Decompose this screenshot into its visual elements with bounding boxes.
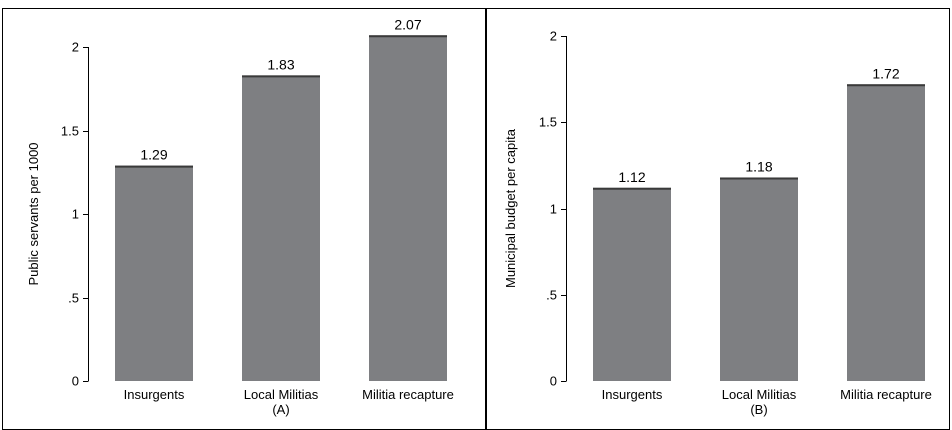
panel-label: (A) [272, 402, 289, 417]
x-category-label: Militia recapture [362, 387, 454, 402]
bar-value-label: 2.07 [394, 16, 421, 32]
x-category-label: Insurgents [602, 387, 663, 402]
panel-label: (B) [750, 402, 767, 417]
panel-b: 0 .5 1 1.5 2 Municipal budget per capita 1.12 I… [486, 8, 950, 430]
bar [369, 35, 447, 382]
bar-value-label: 1.12 [618, 169, 645, 185]
y-tick-label: 1 [550, 202, 557, 217]
bar-value-label: 1.72 [872, 65, 899, 81]
y-tick-label: 0 [72, 374, 79, 389]
x-category-label: Local Militias [244, 387, 319, 402]
y-tick-label: 1 [72, 207, 79, 222]
bar-value-label: 1.29 [140, 147, 167, 163]
y-tick-label: .5 [546, 288, 557, 303]
y-tick-label: .5 [68, 291, 79, 306]
y-tick-label: 0 [550, 374, 557, 389]
y-axis-label: Public servants per 1000 [26, 142, 41, 285]
bar [115, 165, 193, 381]
bar [242, 75, 320, 381]
bar-value-label: 1.83 [267, 56, 294, 72]
bar [847, 84, 925, 382]
x-category-label: Insurgents [124, 387, 185, 402]
y-tick-label: 1.5 [61, 124, 79, 139]
bar [720, 177, 798, 381]
bar-value-label: 1.18 [745, 158, 772, 174]
bar [593, 187, 671, 381]
y-tick-label: 2 [550, 29, 557, 44]
y-tick-label: 1.5 [539, 115, 557, 130]
y-tick-label: 2 [72, 40, 79, 55]
x-category-label: Militia recapture [840, 387, 932, 402]
y-axis-label: Municipal budget per capita [503, 128, 518, 288]
panel-a: 0 .5 1 1.5 2 Public servants per 1000 1.29 Insu… [2, 8, 486, 430]
x-category-label: Local Militias [722, 387, 797, 402]
